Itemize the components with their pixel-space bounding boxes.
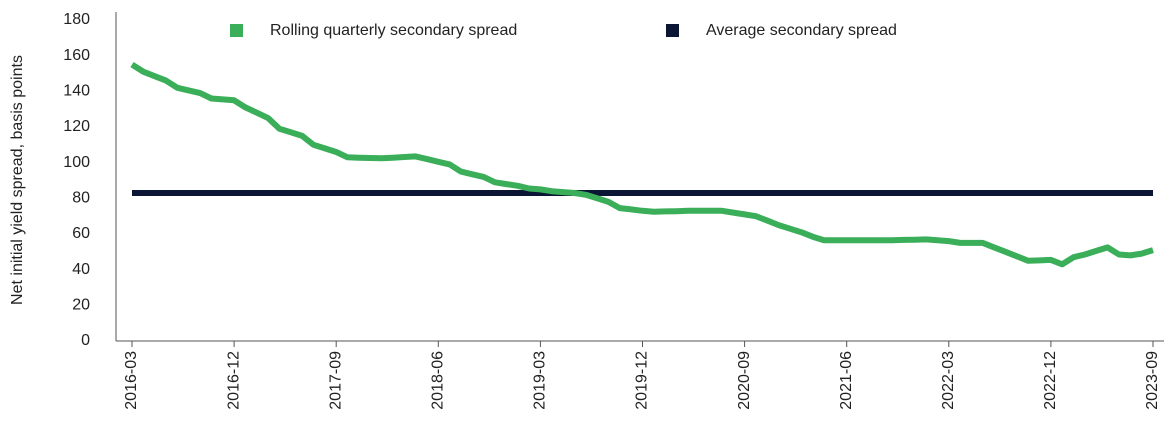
x-tick-label: 2016-03 — [123, 351, 140, 410]
legend-label: Average secondary spread — [706, 22, 897, 39]
x-tick-label: 2020-09 — [736, 351, 753, 410]
x-tick-label: 2022-12 — [1042, 351, 1059, 410]
y-axis-label: Net initial yield spread, basis points — [9, 55, 26, 305]
legend-label: Rolling quarterly secondary spread — [270, 22, 517, 39]
y-tick-label: 40 — [72, 261, 90, 278]
y-tick-label: 80 — [72, 190, 90, 207]
series-line — [130, 62, 1154, 268]
y-tick-label: 160 — [63, 47, 90, 64]
x-tick-label: 2018-06 — [430, 351, 447, 410]
y-tick-label: 0 — [81, 332, 90, 349]
x-tick-label: 2023-09 — [1144, 351, 1161, 410]
x-tick-label: 2021-06 — [838, 351, 855, 410]
y-tick-label: 120 — [63, 118, 90, 135]
x-tick-label: 2016-12 — [225, 351, 242, 410]
x-tick-label: 2022-03 — [940, 351, 957, 410]
y-tick-label: 60 — [72, 225, 90, 242]
y-tick-label: 180 — [63, 11, 90, 28]
y-tick-label: 20 — [72, 297, 90, 314]
x-tick-label: 2019-12 — [634, 351, 651, 410]
y-tick-label: 140 — [63, 83, 90, 100]
legend-swatch — [666, 24, 679, 37]
x-tick-label: 2017-09 — [327, 351, 344, 410]
x-tick-label: 2019-03 — [532, 351, 549, 410]
legend-swatch — [230, 24, 243, 37]
y-tick-label: 100 — [63, 154, 90, 171]
